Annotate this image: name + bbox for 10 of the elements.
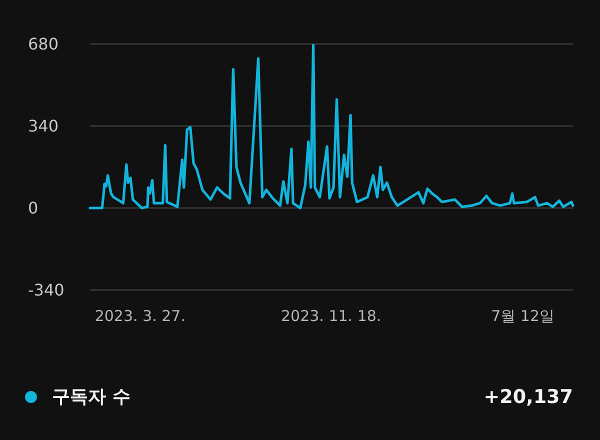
legend-label: 구독자 수	[52, 386, 130, 408]
y-tick-label: 680	[28, 34, 59, 54]
line-series	[88, 44, 574, 210]
y-tick-label: 340	[28, 116, 59, 136]
y-tick-label: -340	[28, 280, 64, 300]
x-tick-label: 2023. 3. 27.	[94, 307, 186, 325]
x-tick-label: 7월 12일	[491, 307, 555, 325]
x-tick-label: 2023. 11. 18.	[280, 307, 382, 325]
text: +20,137	[484, 386, 573, 408]
y-tick-label: 0	[28, 198, 38, 218]
